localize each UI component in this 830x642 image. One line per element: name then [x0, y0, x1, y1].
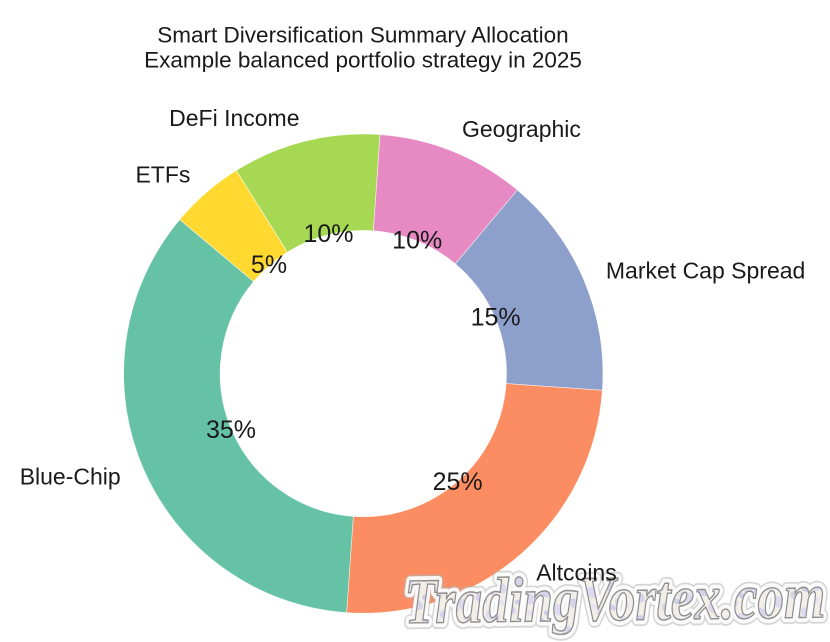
svg-text:10%: 10%: [303, 220, 353, 248]
svg-text:15%: 15%: [471, 303, 521, 331]
svg-text:Example balanced portfolio str: Example balanced portfolio strategy in 2…: [144, 47, 582, 72]
svg-text:TradingVortex.com: TradingVortex.com: [404, 560, 825, 637]
svg-text:35%: 35%: [206, 416, 256, 444]
svg-text:Altcoins: Altcoins: [536, 560, 617, 586]
svg-text:TradingVortex.com: TradingVortex.com: [404, 560, 825, 637]
svg-text:5%: 5%: [251, 251, 287, 279]
svg-text:TradingVortex.com: TradingVortex.com: [404, 560, 825, 637]
svg-text:ETFs: ETFs: [135, 162, 190, 188]
svg-text:Geographic: Geographic: [462, 116, 581, 142]
svg-text:25%: 25%: [433, 468, 483, 496]
svg-text:DeFi Income: DeFi Income: [169, 105, 299, 131]
svg-text:Market Cap Spread: Market Cap Spread: [606, 258, 805, 284]
svg-text:Blue-Chip: Blue-Chip: [20, 464, 121, 490]
svg-text:10%: 10%: [392, 226, 442, 254]
svg-text:Smart Diversification Summary: Smart Diversification Summary Allocation: [157, 23, 568, 48]
